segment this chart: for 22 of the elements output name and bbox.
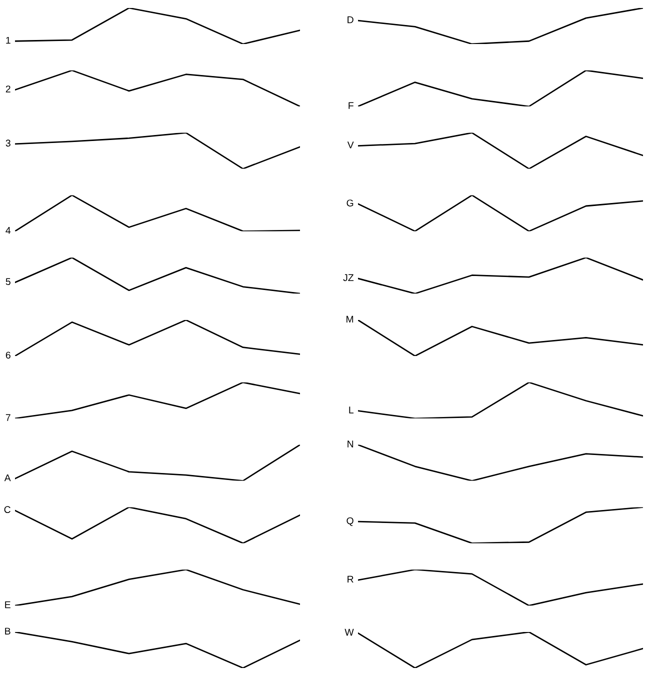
series-label: D — [348, 16, 354, 24]
series-label: N — [348, 440, 354, 448]
series-label: JZ — [343, 274, 354, 282]
series-label: C — [4, 506, 10, 514]
series-label: B — [5, 628, 10, 635]
series-label: 2 — [6, 86, 10, 92]
series-label: Q — [346, 517, 354, 526]
series-label: 4 — [6, 227, 11, 234]
series-label: 7 — [6, 414, 10, 421]
series-label: W — [344, 628, 354, 636]
series-label: R — [348, 576, 354, 583]
series-label: F — [348, 102, 354, 109]
series-label: 6 — [6, 352, 10, 359]
series-label: 3 — [6, 140, 10, 147]
series-label: 1 — [6, 36, 10, 44]
series-label: G — [346, 200, 354, 206]
series-label: L — [349, 406, 354, 414]
series-label: E — [5, 601, 10, 608]
series-label: A — [4, 474, 11, 482]
series-label: M — [346, 316, 354, 323]
series-label: 5 — [6, 278, 10, 286]
series-label: V — [347, 142, 354, 148]
